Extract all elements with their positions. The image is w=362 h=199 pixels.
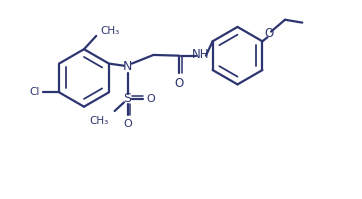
Text: N: N	[123, 60, 132, 73]
Text: O: O	[175, 77, 184, 90]
Text: O: O	[264, 27, 274, 40]
Text: O: O	[123, 119, 132, 129]
Text: CH₃: CH₃	[101, 25, 120, 35]
Text: O: O	[146, 94, 155, 104]
Text: CH₃: CH₃	[90, 116, 109, 126]
Text: S: S	[123, 92, 131, 105]
Text: Cl: Cl	[29, 87, 40, 97]
Text: NH: NH	[192, 48, 210, 61]
